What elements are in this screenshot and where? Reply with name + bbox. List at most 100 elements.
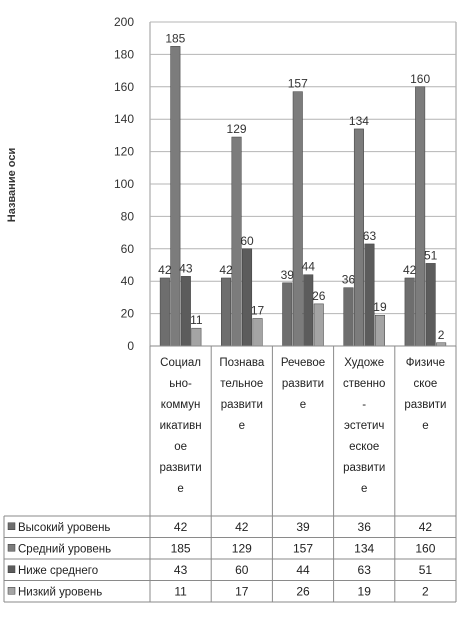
table-value: 160 <box>415 541 435 555</box>
data-label: 44 <box>302 260 316 274</box>
bar <box>292 91 303 347</box>
data-label: 185 <box>165 31 185 45</box>
data-label: 11 <box>190 313 203 327</box>
bar <box>313 303 324 347</box>
table-value: 17 <box>235 584 249 598</box>
y-tick-label: 40 <box>121 274 135 288</box>
category-label: Познава <box>219 357 265 369</box>
data-label: 43 <box>179 261 193 275</box>
category-label: Художе <box>344 357 384 369</box>
category-label: развити <box>282 378 324 390</box>
table-value: 129 <box>232 541 252 555</box>
category-label: е <box>300 399 306 411</box>
bar <box>180 276 191 347</box>
table-value: 134 <box>354 541 374 555</box>
y-tick-label: 160 <box>114 80 134 94</box>
category-label: е <box>422 420 428 432</box>
legend-key <box>7 544 16 552</box>
category-label: коммун <box>161 399 201 411</box>
table-value: 51 <box>419 563 433 577</box>
table-value: 43 <box>174 563 188 577</box>
category-label: икативн <box>160 420 202 432</box>
data-label: 42 <box>158 263 172 277</box>
data-label: 42 <box>219 263 233 277</box>
category-label: ственно <box>343 378 386 390</box>
data-label: 157 <box>288 77 308 91</box>
category-label: Социал <box>160 357 201 369</box>
data-label: 134 <box>349 114 369 128</box>
category-label: развити <box>160 462 202 474</box>
data-label: 26 <box>312 289 326 303</box>
category-label: Речевое <box>281 357 325 369</box>
data-label: 63 <box>363 229 377 243</box>
bar <box>404 277 415 347</box>
category-label: е <box>361 483 367 495</box>
data-table: Социал ьно-коммун икативн ое развити е Познава… <box>3 345 457 603</box>
bar <box>415 86 426 347</box>
table-value: 11 <box>174 584 187 598</box>
bar <box>364 243 375 347</box>
data-label: 19 <box>373 300 387 314</box>
category-label: ское <box>414 378 438 390</box>
y-tick-label: 200 <box>114 15 134 29</box>
y-axis-title: Название оси <box>6 148 18 222</box>
series-name: Средний уровень <box>18 543 111 555</box>
bar <box>425 263 436 347</box>
bar <box>252 318 263 347</box>
category-label: е <box>239 420 245 432</box>
legend-key <box>7 587 16 595</box>
data-label: 42 <box>403 263 417 277</box>
y-tick-label: 60 <box>121 242 135 256</box>
series-name: Низкий уровень <box>18 586 102 598</box>
bars <box>159 46 447 347</box>
data-label: 51 <box>424 248 438 262</box>
y-tick-label: 120 <box>114 145 134 159</box>
bar <box>282 282 293 347</box>
y-tick-label: 140 <box>114 112 134 126</box>
table-value: 2 <box>422 584 429 598</box>
data-label: 39 <box>281 268 295 282</box>
category-label: развити <box>343 462 385 474</box>
table-value: 42 <box>174 520 188 534</box>
category-label: ьно- <box>169 378 192 390</box>
y-tick-label: 0 <box>127 339 134 353</box>
table-value: 157 <box>293 541 313 555</box>
category-label: тельное <box>220 378 263 390</box>
bar <box>221 277 232 347</box>
bar <box>159 277 170 347</box>
data-label: 60 <box>240 234 254 248</box>
series-name: Высокий уровень <box>18 522 110 534</box>
y-tick-label: 20 <box>121 307 135 321</box>
data-label: 2 <box>438 328 445 342</box>
data-label: 160 <box>410 72 430 86</box>
bar <box>343 287 354 347</box>
y-tick-label: 80 <box>121 209 135 223</box>
bar <box>374 314 385 347</box>
legend-key <box>7 522 16 530</box>
table-value: 36 <box>358 520 372 534</box>
table-value: 39 <box>296 520 310 534</box>
y-tick-label: 100 <box>114 177 134 191</box>
y-axis: 0 20 40 60 80 100 120 140 160 180 200 <box>114 15 134 353</box>
table-value: 63 <box>358 563 372 577</box>
category-label: Физиче <box>406 357 445 369</box>
data-label: 129 <box>227 122 247 136</box>
bar <box>303 274 314 347</box>
category-label: - <box>362 399 366 411</box>
category-label: е <box>177 483 183 495</box>
table-value: 44 <box>296 563 310 577</box>
table-value: 60 <box>235 563 249 577</box>
series-name: Ниже среднего <box>18 565 98 577</box>
table-value: 42 <box>235 520 249 534</box>
table-value: 42 <box>419 520 433 534</box>
data-labels: 42 185 43 11 42 129 60 17 39 157 44 26 36 134 63 19 42 16… <box>158 31 445 341</box>
bar <box>191 327 202 347</box>
category-label: эстетич <box>344 420 384 432</box>
y-tick-label: 180 <box>114 47 134 61</box>
category-label: еское <box>349 441 379 453</box>
category-label: ое <box>174 441 187 453</box>
category-label: развити <box>221 399 263 411</box>
bar <box>170 46 181 347</box>
